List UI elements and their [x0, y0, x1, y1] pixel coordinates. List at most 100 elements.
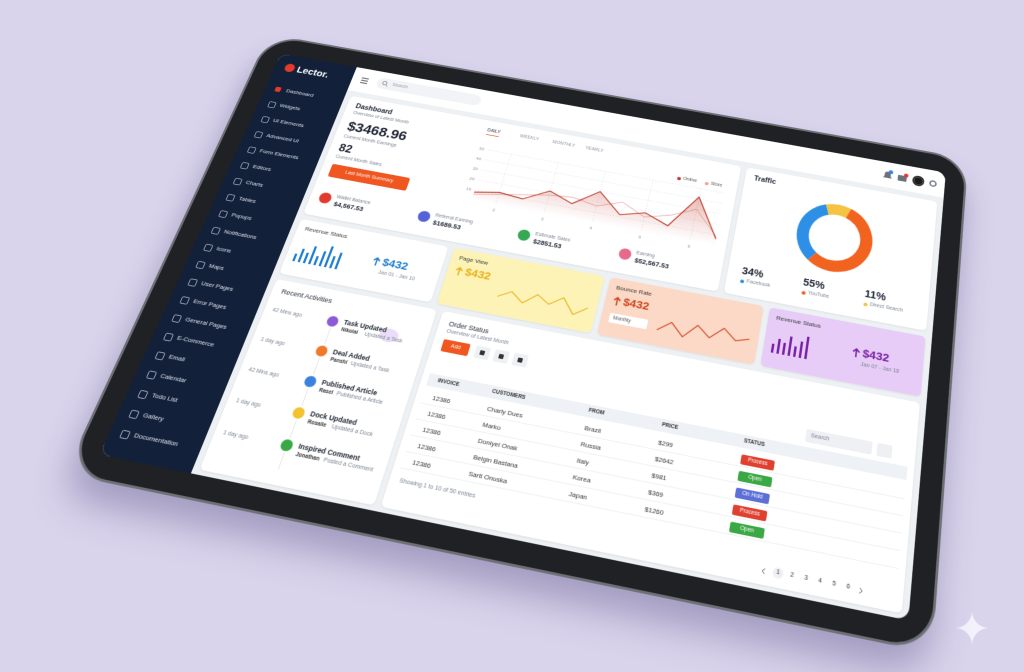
traffic-dot [801, 290, 806, 296]
sidebar-label: Gallery [141, 411, 166, 423]
activity-avatar [302, 375, 318, 389]
y-tick-label: 30 [472, 166, 479, 172]
tablet: Lector. Dashboard Widgets UI Elements Advan… [67, 36, 966, 650]
period-select[interactable]: Monthly [608, 312, 649, 330]
period-tab[interactable]: MONTHLY [551, 139, 576, 149]
spark-bar [804, 336, 810, 360]
cell-price: $369 [647, 488, 664, 499]
cell-from: Italy [575, 456, 590, 467]
card-date: Jan 01 - Jan 10 [377, 270, 416, 282]
spark-bar [792, 346, 797, 358]
x-tick-label: 5 [638, 234, 642, 240]
sidebar-icon [128, 409, 140, 420]
cell-invoice: 12386 [426, 410, 447, 421]
up-arrow [852, 347, 861, 359]
sidebar-label: Advanced UI [265, 132, 301, 144]
up-arrow [454, 266, 465, 277]
search-placeholder: Search [391, 82, 409, 90]
sidebar-icon [154, 351, 166, 361]
status-badge[interactable]: Open [737, 470, 773, 488]
spark-bar [302, 252, 310, 264]
x-tick-label: 4 [589, 225, 594, 231]
sidebar-icon [267, 101, 277, 109]
sidebar-label: Documentation [132, 431, 180, 448]
status-badge[interactable]: Process [731, 504, 768, 522]
y-tick-label: 40 [476, 156, 483, 162]
activity-avatar [290, 406, 307, 420]
chevron [762, 568, 765, 574]
search-button[interactable] [876, 442, 893, 459]
sidebar-label: Email [167, 353, 187, 363]
card-title: Revenue Status [775, 314, 822, 330]
y-tick-label: 10 [466, 186, 473, 192]
sidebar-label: Dashboard [285, 87, 315, 99]
sparkle [956, 612, 988, 644]
grid-line [488, 150, 725, 193]
activity-avatar [278, 438, 295, 453]
tool-button[interactable] [492, 349, 510, 364]
cell-invoice: 12386 [416, 442, 437, 454]
sidebar-label: Maps [207, 262, 226, 272]
page-number[interactable]: 6 [846, 583, 851, 591]
page-number[interactable]: 4 [818, 577, 823, 585]
activity-user: Rasel [318, 387, 334, 396]
sidebar-label: Calendar [159, 372, 188, 385]
card-title: Recent Activities [280, 287, 334, 305]
stat-icon [516, 228, 532, 242]
cell-price: $299 [657, 438, 674, 450]
summary-button[interactable]: Last Month Summary [327, 163, 411, 191]
card-date: Jan 07 - Jan 18 [860, 361, 900, 375]
page-number[interactable]: 5 [832, 580, 837, 588]
status-badge[interactable]: On Hold [734, 487, 770, 505]
menu-toggle[interactable] [359, 77, 370, 85]
arrow [613, 297, 621, 306]
spark-bar [798, 341, 804, 359]
activity-time: 42 Mins ago [247, 367, 280, 379]
activity-time: 1 day ago [259, 336, 286, 347]
sidebar-label: Notifications [222, 228, 258, 241]
page-number[interactable]: 3 [803, 574, 809, 582]
cell-invoice: 12386 [431, 394, 452, 405]
x-tick-label: 3 [540, 216, 544, 222]
cell-invoice: 12386 [421, 425, 442, 437]
tool-button[interactable] [473, 345, 492, 361]
page-number[interactable]: 1 [771, 566, 785, 580]
period-tab[interactable]: YEARLY [584, 145, 604, 154]
status-badge[interactable]: Process [740, 454, 775, 471]
status-badge[interactable]: Open [728, 521, 765, 539]
sidebar-label: Popups [230, 211, 253, 222]
sidebar-icon [232, 177, 243, 186]
sidebar-icon [210, 226, 221, 235]
period-tab[interactable]: DAILY [485, 128, 501, 138]
sidebar-icon [274, 86, 282, 93]
sidebar-label: Todo List [150, 391, 180, 404]
activity-time: 1 day ago [222, 430, 250, 441]
stat-icon [617, 247, 633, 261]
card-title: Revenue Status [303, 225, 349, 240]
sidebar-label: UI Elements [272, 117, 306, 129]
page-number[interactable]: 2 [789, 571, 795, 580]
sidebar-icon [260, 115, 271, 124]
traffic-dot [739, 279, 745, 284]
sidebar-icon [239, 161, 250, 170]
donut-segment [800, 206, 828, 258]
sparkline [492, 281, 592, 327]
spark-bar [292, 253, 298, 262]
sidebar-label: Icons [215, 245, 233, 255]
period-tab[interactable]: WEEKLY [519, 133, 540, 142]
card-value: $432 [621, 296, 651, 314]
sidebar-icon [253, 131, 264, 139]
stat-value: $52,567.53 [633, 256, 670, 270]
tool-button[interactable] [511, 352, 529, 368]
card-title: Page View [458, 254, 489, 267]
chevron [859, 588, 862, 594]
sparkline [770, 336, 810, 360]
cell-price: $2642 [654, 455, 675, 467]
spark-line [496, 286, 589, 317]
sidebar-icon [195, 260, 206, 270]
add-button[interactable]: Add [440, 339, 471, 357]
activity-desc: Updated a Task [349, 360, 390, 374]
sidebar-icon [171, 314, 183, 323]
brand: Lector. [295, 64, 331, 80]
